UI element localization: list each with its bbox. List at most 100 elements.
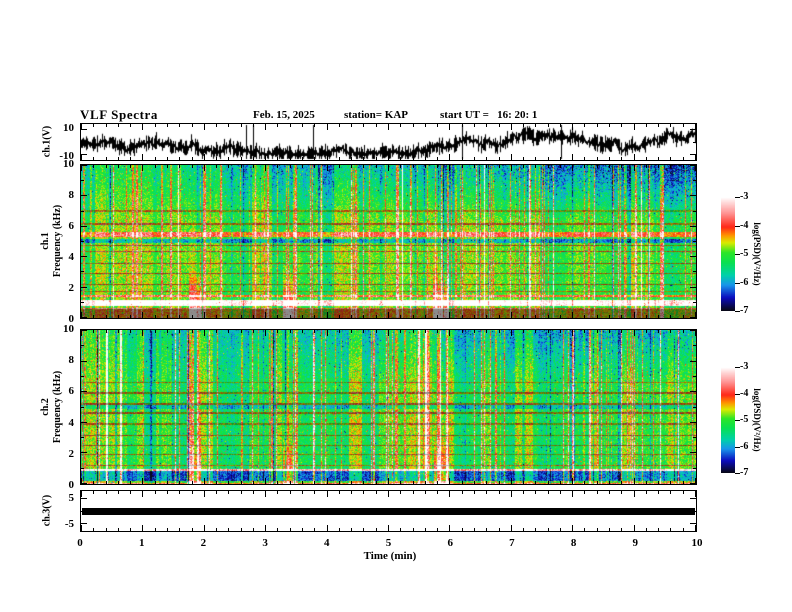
x-tick — [425, 165, 426, 168]
y-tick — [81, 302, 84, 303]
x-tick — [437, 315, 438, 318]
x-tick — [560, 330, 561, 333]
y-tick — [690, 483, 696, 484]
x-tick — [462, 330, 463, 333]
x-tick — [265, 478, 266, 484]
x-tick — [302, 157, 303, 160]
x-tick — [437, 491, 438, 494]
y-tick — [693, 468, 696, 469]
x-tick — [130, 491, 131, 494]
x-tick — [523, 330, 524, 333]
x-tick — [363, 491, 364, 494]
x-tick — [216, 124, 217, 127]
y-tick — [81, 511, 84, 512]
x-tick — [584, 528, 585, 531]
x-tick — [634, 491, 635, 497]
x-tick — [584, 124, 585, 127]
ch3-signal-bar — [82, 508, 695, 515]
x-tick — [609, 124, 610, 127]
x-tick — [413, 315, 414, 318]
x-tick — [683, 315, 684, 318]
x-tick — [658, 157, 659, 160]
x-tick — [572, 165, 573, 171]
x-tick — [363, 330, 364, 333]
x-tick — [228, 157, 229, 160]
x-tick — [277, 481, 278, 484]
x-tick — [155, 481, 156, 484]
x-tick — [314, 124, 315, 127]
x-tick — [81, 154, 82, 160]
x-tick — [265, 165, 266, 171]
x-tick — [474, 124, 475, 127]
colorbar-tick — [735, 394, 740, 395]
x-tick — [609, 528, 610, 531]
x-tick — [327, 312, 328, 318]
x-tick — [499, 528, 500, 531]
x-tick — [695, 124, 696, 130]
x-tick — [192, 165, 193, 168]
x-tick — [81, 525, 82, 531]
x-tick — [572, 312, 573, 318]
colorbar-tick-label: -5 — [740, 414, 749, 425]
x-tick — [216, 330, 217, 333]
x-tick — [81, 165, 82, 171]
y-tick-label: 5 — [68, 491, 75, 504]
x-tick — [634, 165, 635, 171]
x-tick — [400, 481, 401, 484]
x-tick — [462, 165, 463, 168]
x-tick — [511, 525, 512, 531]
x-tick — [621, 315, 622, 318]
x-tick — [437, 165, 438, 168]
x-tick — [400, 330, 401, 333]
x-tick — [695, 165, 696, 171]
x-tick — [327, 165, 328, 171]
x-tick — [560, 315, 561, 318]
x-tick — [118, 157, 119, 160]
x-tick — [683, 165, 684, 168]
x-tick — [621, 330, 622, 333]
x-tick — [216, 157, 217, 160]
x-tick — [523, 491, 524, 494]
x-tick — [130, 124, 131, 127]
y-tick — [81, 256, 87, 257]
x-tick — [572, 124, 573, 130]
y-tick-label: 2 — [68, 447, 75, 460]
x-tick — [511, 330, 512, 336]
x-tick — [425, 330, 426, 333]
x-tick — [621, 481, 622, 484]
x-tick — [695, 312, 696, 318]
x-tick — [81, 478, 82, 484]
x-tick-label: 10 — [691, 537, 703, 549]
x-tick — [155, 315, 156, 318]
y-tick — [693, 437, 696, 438]
x-tick — [290, 481, 291, 484]
x-tick — [646, 491, 647, 494]
x-tick — [179, 124, 180, 127]
x-tick — [204, 525, 205, 531]
x-tick — [93, 165, 94, 168]
x-tick — [192, 330, 193, 333]
x-tick — [339, 315, 340, 318]
x-tick — [670, 491, 671, 494]
y-tick-label: 6 — [68, 220, 75, 232]
x-tick — [548, 124, 549, 127]
y-tick-label: 6 — [68, 385, 75, 398]
x-tick — [462, 315, 463, 318]
y-tick — [81, 523, 87, 524]
x-tick — [683, 481, 684, 484]
y-tick — [81, 241, 84, 242]
x-tick — [413, 481, 414, 484]
x-tick — [302, 491, 303, 494]
x-tick — [511, 165, 512, 171]
x-tick — [351, 330, 352, 333]
x-tick — [548, 165, 549, 168]
x-tick — [179, 491, 180, 494]
x-tick — [486, 165, 487, 168]
x-tick — [400, 165, 401, 168]
x-tick — [560, 124, 561, 127]
x-tick — [634, 478, 635, 484]
y-tick — [81, 317, 87, 318]
y-tick — [690, 165, 696, 166]
colorbar-tick — [735, 420, 740, 421]
colorbar-tick — [735, 226, 740, 227]
